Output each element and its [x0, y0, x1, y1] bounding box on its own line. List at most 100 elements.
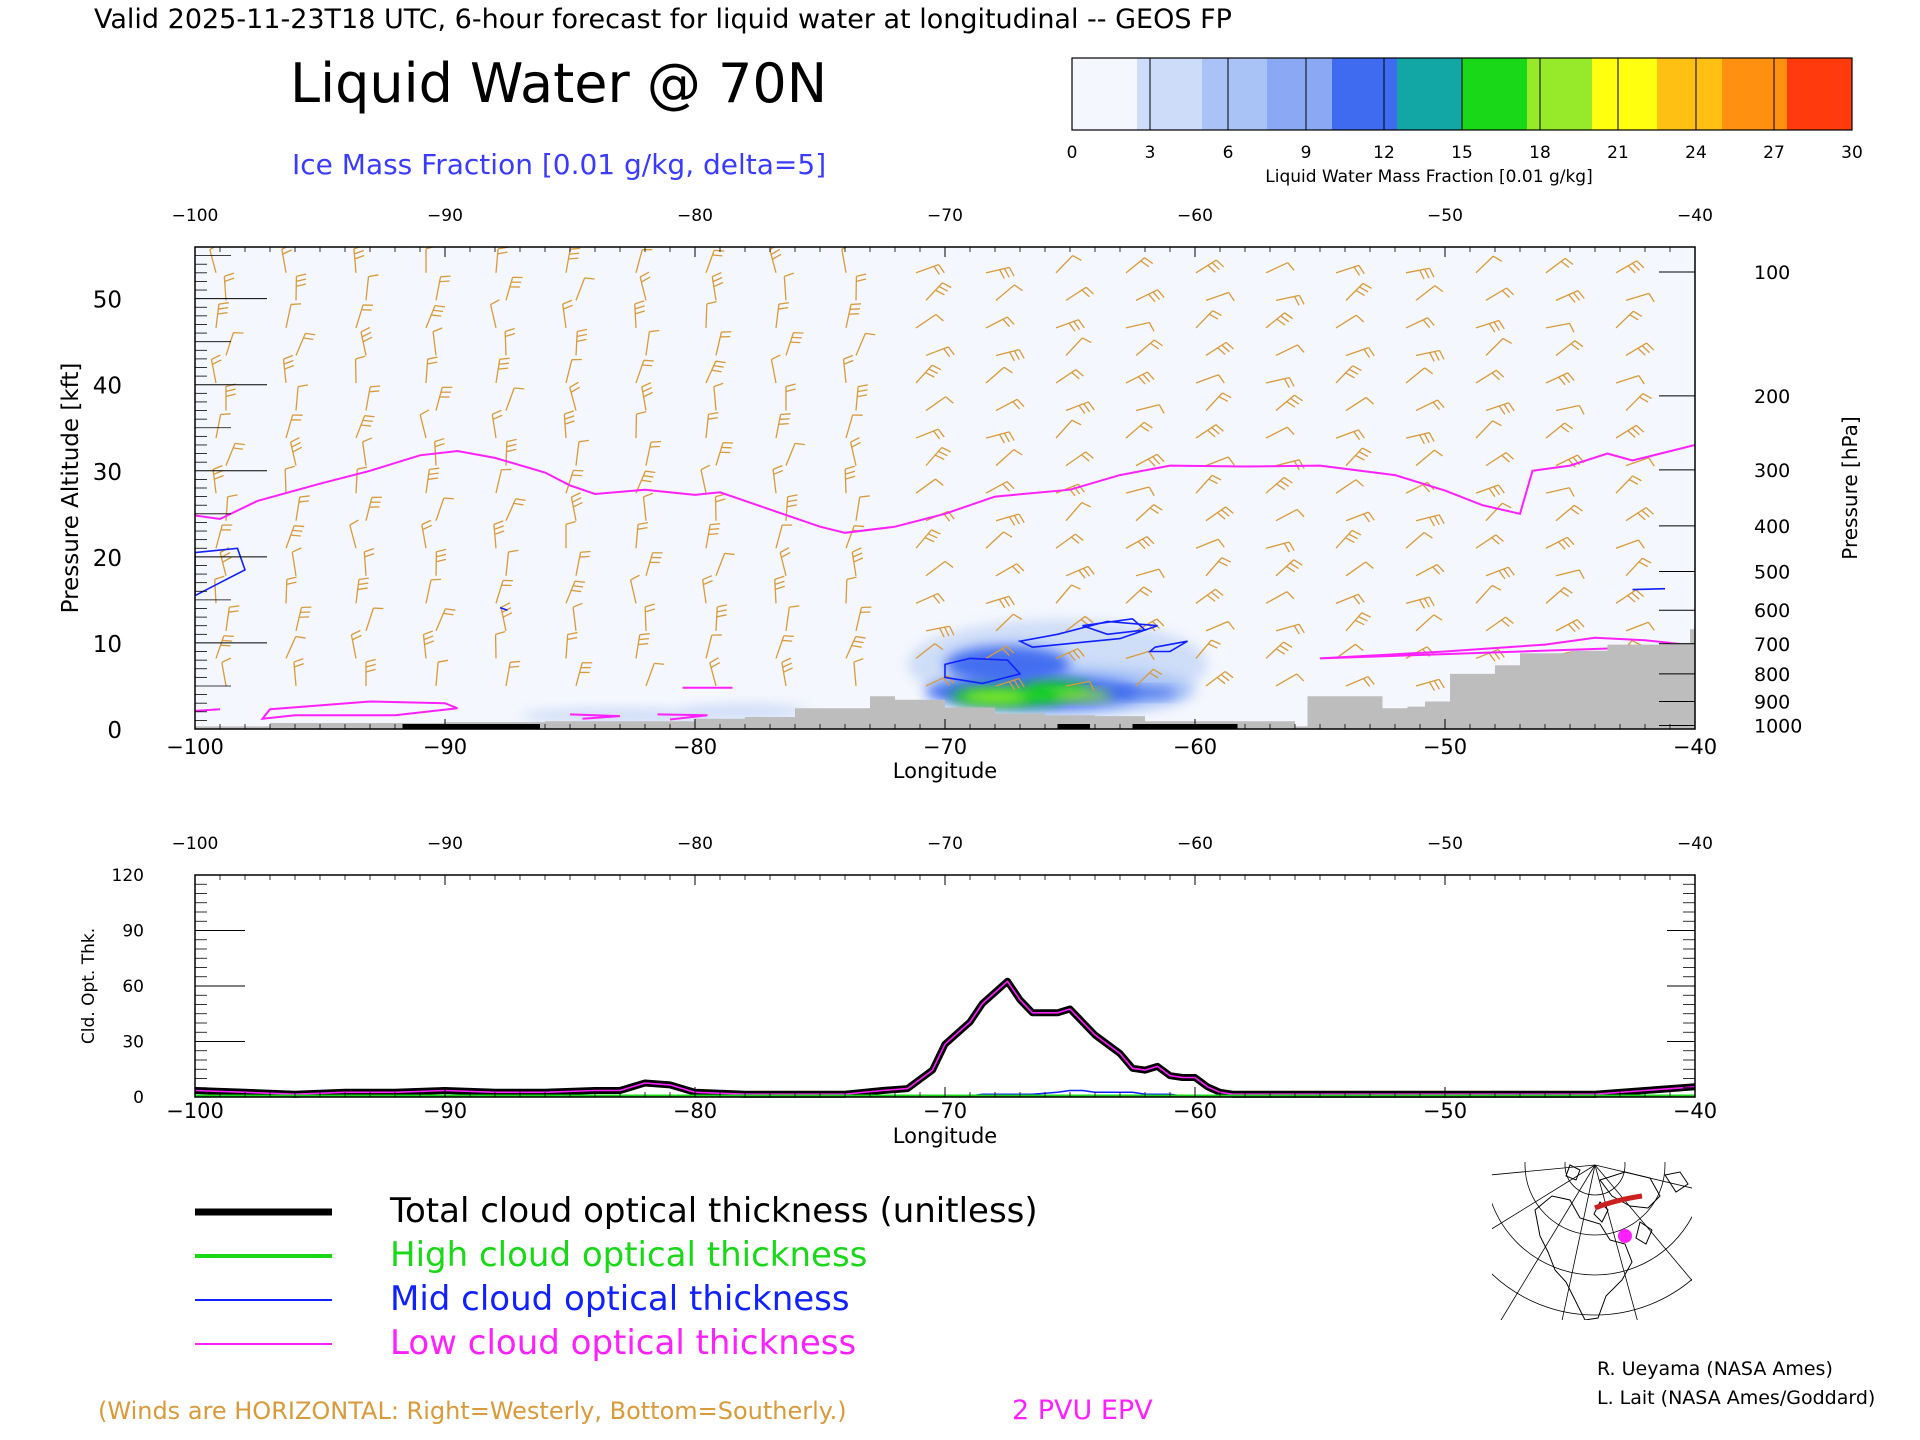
- wind-barb: [1415, 614, 1443, 632]
- credit-ueyama: R. Ueyama (NASA Ames): [1597, 1358, 1833, 1380]
- wind-barb: [291, 547, 302, 576]
- bottom-xlabel: Longitude: [893, 1124, 997, 1148]
- wind-barb: [215, 635, 234, 659]
- wind-barb: [1195, 424, 1224, 439]
- wind-barb: [1625, 342, 1655, 357]
- wind-barb: [1205, 392, 1232, 411]
- wind-barb: [365, 607, 384, 632]
- wind-barb: [422, 630, 435, 659]
- wind-barb: [1205, 671, 1234, 687]
- wind-barb: [1405, 596, 1435, 609]
- wind-barb: [1485, 502, 1512, 522]
- wind-barb: [419, 409, 430, 439]
- x-tick-label: −90: [423, 735, 467, 759]
- wind-barb: [995, 677, 1025, 691]
- x-tick-label-top: −70: [927, 206, 963, 226]
- colorbar-swatch: [1072, 58, 1138, 130]
- wind-barb: [915, 313, 944, 329]
- colorbar-swatch: [1397, 58, 1463, 130]
- wind-barb: [491, 409, 503, 439]
- wind-barb: [1335, 314, 1365, 329]
- coastal-bar: [402, 724, 540, 729]
- wind-barb: [421, 519, 433, 549]
- wind-barb: [844, 465, 856, 494]
- wind-barb: [705, 301, 717, 328]
- wind-barb: [775, 302, 789, 328]
- wind-barb: [845, 303, 862, 329]
- x-tick-label: −80: [673, 1099, 717, 1123]
- wind-barb: [1415, 349, 1445, 362]
- liquid-water-patch: [1587, 572, 1628, 594]
- wind-barb: [1265, 541, 1295, 553]
- wind-barb: [365, 385, 381, 411]
- wind-barb: [1065, 502, 1092, 522]
- wind-barb: [1555, 569, 1585, 580]
- wind-barb: [985, 266, 1015, 279]
- legend-label: Mid cloud optical thickness: [390, 1279, 850, 1319]
- wind-barb: [215, 524, 233, 549]
- wind-barb: [1485, 452, 1514, 467]
- wind-barb: [1205, 620, 1235, 632]
- wind-barb: [779, 547, 791, 576]
- x-tick-label-top: −50: [1427, 834, 1463, 854]
- wind-barb: [425, 578, 442, 604]
- wind-barb: [565, 358, 582, 384]
- wind-barb: [494, 631, 506, 659]
- wind-barb: [629, 574, 640, 604]
- optical-thickness-frame: [194, 874, 1696, 1098]
- wind-barb: [1545, 487, 1575, 497]
- wind-barb: [425, 356, 438, 384]
- wind-barb: [642, 492, 654, 521]
- locator-map: [1492, 1162, 1692, 1320]
- y-tick-label: 90: [122, 922, 144, 942]
- x-tick-label: −100: [166, 1099, 224, 1123]
- wind-barb: [1555, 404, 1585, 415]
- wind-barb: [705, 249, 725, 274]
- wind-barb: [565, 580, 585, 604]
- wind-barb: [1625, 457, 1655, 467]
- wind-barb: [1555, 619, 1585, 633]
- wind-barb: [575, 550, 591, 576]
- wind-barb: [221, 657, 232, 687]
- wind-barb: [715, 331, 732, 356]
- wind-barb: [855, 384, 869, 411]
- ice-contours: [195, 547, 1666, 685]
- wind-barb: [1625, 393, 1652, 411]
- legend-label: High cloud optical thickness: [390, 1235, 867, 1275]
- wind-barb: [1125, 650, 1155, 661]
- x-tick-label-top: −40: [1677, 206, 1713, 226]
- wind-barb: [1135, 404, 1165, 414]
- wind-barb: [493, 520, 505, 549]
- pressure-tick-label: 800: [1754, 664, 1790, 686]
- wind-barb: [363, 547, 375, 576]
- colorbar-swatch: [1527, 58, 1593, 130]
- wind-barb: [1415, 563, 1445, 577]
- liquid-water-patch: [962, 691, 1028, 704]
- wind-barb: [565, 631, 578, 659]
- wind-barb: [504, 327, 516, 356]
- wind-barb: [1545, 422, 1574, 439]
- colorbar-label: Liquid Water Mass Fraction [0.01 g/kg]: [1265, 167, 1592, 187]
- wind-barb: [1195, 474, 1222, 494]
- x-tick-label: −70: [923, 735, 967, 759]
- wind-barb: [985, 480, 1015, 494]
- wind-barb: [355, 304, 374, 329]
- wind-barb: [425, 305, 445, 329]
- wind-barb: [985, 366, 1013, 384]
- wind-barb: [350, 629, 362, 659]
- wind-barb: [635, 633, 650, 659]
- wind-barb: [1345, 511, 1375, 523]
- wind-barb: [715, 604, 728, 631]
- colorbar-tick-label: 3: [1145, 143, 1156, 163]
- liquid-water-patch: [1112, 687, 1178, 699]
- wind-barb: [295, 495, 310, 521]
- wind-barb: [505, 387, 525, 411]
- wind-barb: [569, 381, 581, 411]
- wind-barb: [1135, 504, 1163, 522]
- wind-barb: [705, 360, 726, 384]
- liquid-water-field: [520, 572, 1628, 724]
- cross-section-panel: −100 −100 −90 −90 −80 −80 −70 −70 −60 −60 −50 −50 −4…: [58, 206, 1862, 783]
- wind-barb: [700, 464, 711, 494]
- wind-barb: [295, 384, 309, 411]
- x-tick-label-top: −60: [1177, 834, 1213, 854]
